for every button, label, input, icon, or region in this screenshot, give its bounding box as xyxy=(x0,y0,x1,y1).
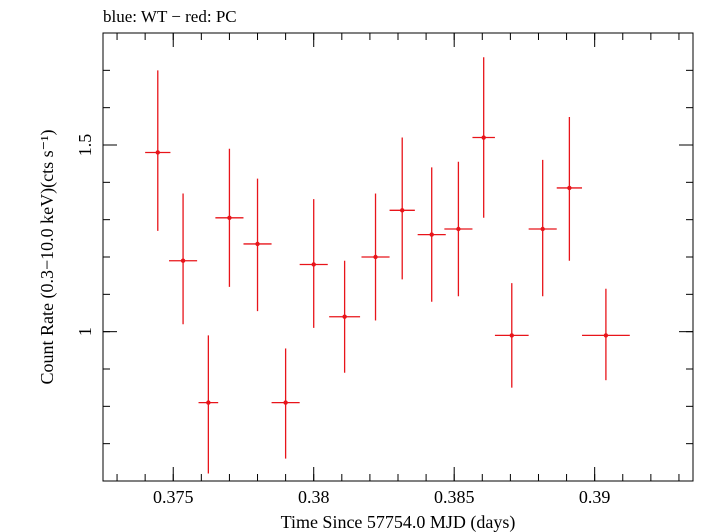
data-point xyxy=(329,260,361,373)
data-point xyxy=(494,283,529,388)
data-point xyxy=(528,159,557,297)
x-tick-label: 0.375 xyxy=(153,487,194,507)
data-point xyxy=(582,288,630,381)
y-tick-label: 1.5 xyxy=(75,134,95,157)
point-marker xyxy=(255,241,260,247)
data-point xyxy=(299,199,328,328)
point-marker xyxy=(540,226,545,232)
x-tick-label: 0.38 xyxy=(298,487,330,507)
point-marker xyxy=(206,400,211,405)
data-point xyxy=(389,137,415,280)
plot-frame xyxy=(102,32,694,482)
data-point xyxy=(361,193,390,321)
data-point xyxy=(271,348,300,459)
point-marker xyxy=(311,262,316,267)
point-marker xyxy=(373,254,378,260)
point-marker xyxy=(180,258,186,263)
point-marker xyxy=(227,215,232,220)
point-marker xyxy=(429,232,434,237)
x-tick-label: 0.39 xyxy=(579,487,611,507)
x-axis: 0.375 0.38 0.385 0.39 xyxy=(116,33,680,507)
chart-title: blue: WT − red: PC xyxy=(103,7,237,26)
x-axis-label: Time Since 57754.0 MJD (days) xyxy=(281,512,516,532)
point-marker xyxy=(400,208,405,213)
point-marker xyxy=(481,135,486,140)
data-point xyxy=(417,167,446,302)
point-marker xyxy=(603,333,609,338)
data-point xyxy=(145,70,171,231)
data-points xyxy=(145,57,630,474)
data-point xyxy=(444,161,473,297)
point-marker xyxy=(567,185,572,191)
y-tick-label: 1 xyxy=(75,327,95,336)
data-point xyxy=(556,117,583,261)
data-point xyxy=(243,178,272,312)
point-marker xyxy=(509,333,514,338)
point-marker xyxy=(283,400,288,405)
data-point xyxy=(198,335,219,474)
y-axis-label: Count Rate (0.3−10.0 keV)(cts s⁻¹) xyxy=(37,129,58,384)
data-point xyxy=(472,57,495,218)
point-marker xyxy=(342,314,347,319)
y-axis: 11.5 xyxy=(75,32,693,482)
data-point xyxy=(169,193,198,325)
point-marker xyxy=(155,150,160,155)
data-point xyxy=(215,148,244,287)
point-marker xyxy=(456,226,461,232)
x-tick-label: 0.385 xyxy=(434,487,475,507)
